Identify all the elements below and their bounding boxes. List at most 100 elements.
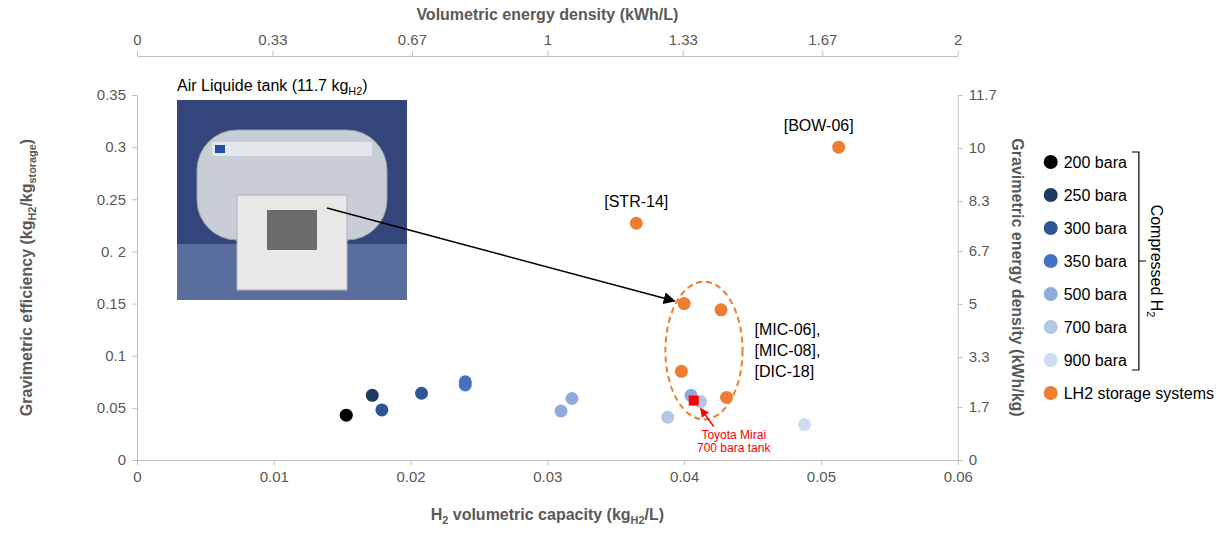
y-axis-tick-label: 0. 2 [101, 243, 126, 260]
x2-axis-tick-label: 1.33 [669, 31, 698, 48]
points [340, 141, 845, 431]
x2-axis-tick-mark [547, 51, 548, 56]
x-axis-tick-label: 0.02 [396, 468, 425, 485]
y-axis-tick-label: 0.05 [97, 399, 126, 416]
highlight-arrow [701, 409, 714, 427]
data-point [798, 418, 811, 431]
y-axis-tick: 0.15 [97, 295, 137, 312]
legend-label: 250 bara [1064, 187, 1127, 204]
y-axis-title-part: /kg [18, 183, 35, 206]
y-axis-title: Gravimetric efficiency (kgH2/kgstorage) [18, 139, 38, 416]
group-label: [DIC-18] [755, 363, 815, 380]
legend-marker [1044, 254, 1058, 268]
y2-axis-tick-mark [958, 407, 963, 408]
group-label: [MIC-06], [755, 321, 821, 338]
x2-axis-tick-mark [412, 51, 413, 56]
y-axis-title-sub: storage [26, 144, 38, 183]
y2-axis-tick-label: 0 [969, 451, 977, 468]
data-point [459, 378, 472, 391]
x2-axis-tick-mark [272, 51, 273, 56]
chart-root: 200 bara250 bara300 bara350 bara500 bara… [0, 0, 1222, 544]
y2-axis-tick-label: 8.3 [969, 192, 990, 209]
photo-valves [267, 210, 317, 250]
x-axis-title-part: H [431, 506, 443, 523]
legend-bracket [1132, 152, 1146, 370]
x-axis-tick-mark [411, 460, 412, 465]
x2-axis-tick-label: 1.67 [808, 31, 837, 48]
legend-label: 500 bara [1064, 286, 1127, 303]
point-label: [STR-14] [604, 193, 668, 210]
data-point [661, 411, 674, 424]
x2-axis-tick: 1.33 [669, 31, 698, 56]
legend-group-label: Compressed H2 [1145, 205, 1165, 318]
photo-tank-band [212, 142, 372, 156]
x-axis-title-sub: H2 [631, 514, 645, 526]
data-point [630, 217, 643, 230]
y-axis-tick: 0.05 [97, 399, 137, 416]
x-axis-tick: 0 [133, 460, 141, 485]
x-axis-tick: 0.02 [396, 460, 425, 485]
y-axis-tick-mark [132, 147, 137, 148]
data-point [555, 404, 568, 417]
x2-axis-tick: 1 [544, 31, 552, 56]
x2-axis-line [138, 56, 959, 57]
photo-label-part: ) [362, 77, 367, 94]
y-axis-tick: 0.25 [97, 191, 137, 208]
data-point [720, 391, 733, 404]
x2-axis-tick: 1.67 [808, 31, 837, 56]
y2-axis-tick-label: 1.7 [969, 398, 990, 415]
highlight-label: Toyota Mirai [701, 428, 766, 442]
x2-axis-tick: 2 [954, 31, 962, 56]
y2-axis-tick-label: 6.7 [969, 242, 990, 259]
y2-axis-tick-mark [958, 251, 963, 252]
cluster-ellipse [665, 282, 742, 420]
y2-axis-tick-mark [958, 304, 963, 305]
y-axis-line [137, 96, 138, 461]
x-axis-tick: 0.05 [807, 460, 836, 485]
x-axis-tick-mark [274, 460, 275, 465]
y2-axis-tick: 1.7 [958, 398, 990, 415]
legend-label: 200 bara [1064, 154, 1127, 171]
point-label: [BOW-06] [784, 117, 854, 134]
data-point [415, 387, 428, 400]
y-axis-tick: 0.1 [105, 347, 137, 364]
y-axis-tick-label: 0.3 [105, 138, 126, 155]
y2-axis-tick-label: 11.7 [969, 86, 997, 103]
y-axis: 00.050.10.150. 20.250.30.35 [97, 86, 138, 468]
y2-axis-tick-label: 3.3 [969, 348, 990, 365]
legend-group-label-part: Compressed H [1148, 205, 1165, 312]
legend: 200 bara250 bara300 bara350 bara500 bara… [1044, 152, 1214, 402]
highlight-point [689, 396, 699, 406]
y-axis-title-part: ) [18, 139, 35, 144]
y2-axis-tick: 3.3 [958, 348, 990, 365]
x-axis-title-part: volumetric capacity (kg [448, 506, 630, 523]
x2-axis-tick: 0.67 [398, 31, 427, 56]
y2-axis-tick: 6.7 [958, 242, 990, 259]
photo-label: Air Liquide tank (11.7 kgH2) [177, 77, 368, 97]
y2-axis-tick: 5 [958, 295, 977, 312]
x2-axis-tick-mark [958, 51, 959, 56]
photo-label-part: Air Liquide tank (11.7 kg [177, 77, 348, 94]
x2-axis-tick-mark [683, 51, 684, 56]
data-point [678, 297, 691, 310]
legend-marker [1044, 386, 1058, 400]
y2-axis-title: Gravimetric energy density (kWh/kg) [1009, 138, 1026, 416]
y-axis-title-part: Gravimetric efficiency (kg [18, 221, 35, 417]
x2-axis-tick-mark [822, 51, 823, 56]
legend-label: 300 bara [1064, 220, 1127, 237]
y2-axis-tick-label: 5 [969, 295, 977, 312]
data-point [675, 365, 688, 378]
legend-marker [1044, 287, 1058, 301]
y2-axis-tick: 0 [958, 451, 977, 468]
y2-axis-tick: 11.7 [958, 86, 997, 103]
x-axis-tick-label: 0.03 [533, 468, 562, 485]
photo-logo [215, 145, 225, 153]
x2-axis: 00.330.6711.331.672 [133, 31, 962, 57]
x-axis-tick: 0.03 [533, 460, 562, 485]
x2-axis-tick-label: 0.67 [398, 31, 427, 48]
y2-axis: 01.73.356.78.31011.7 [958, 86, 997, 468]
data-point [832, 141, 845, 154]
y-axis-tick-label: 0 [118, 451, 126, 468]
y-axis-title-sub: H2 [26, 207, 38, 221]
x2-axis-tick-label: 0.33 [258, 31, 287, 48]
